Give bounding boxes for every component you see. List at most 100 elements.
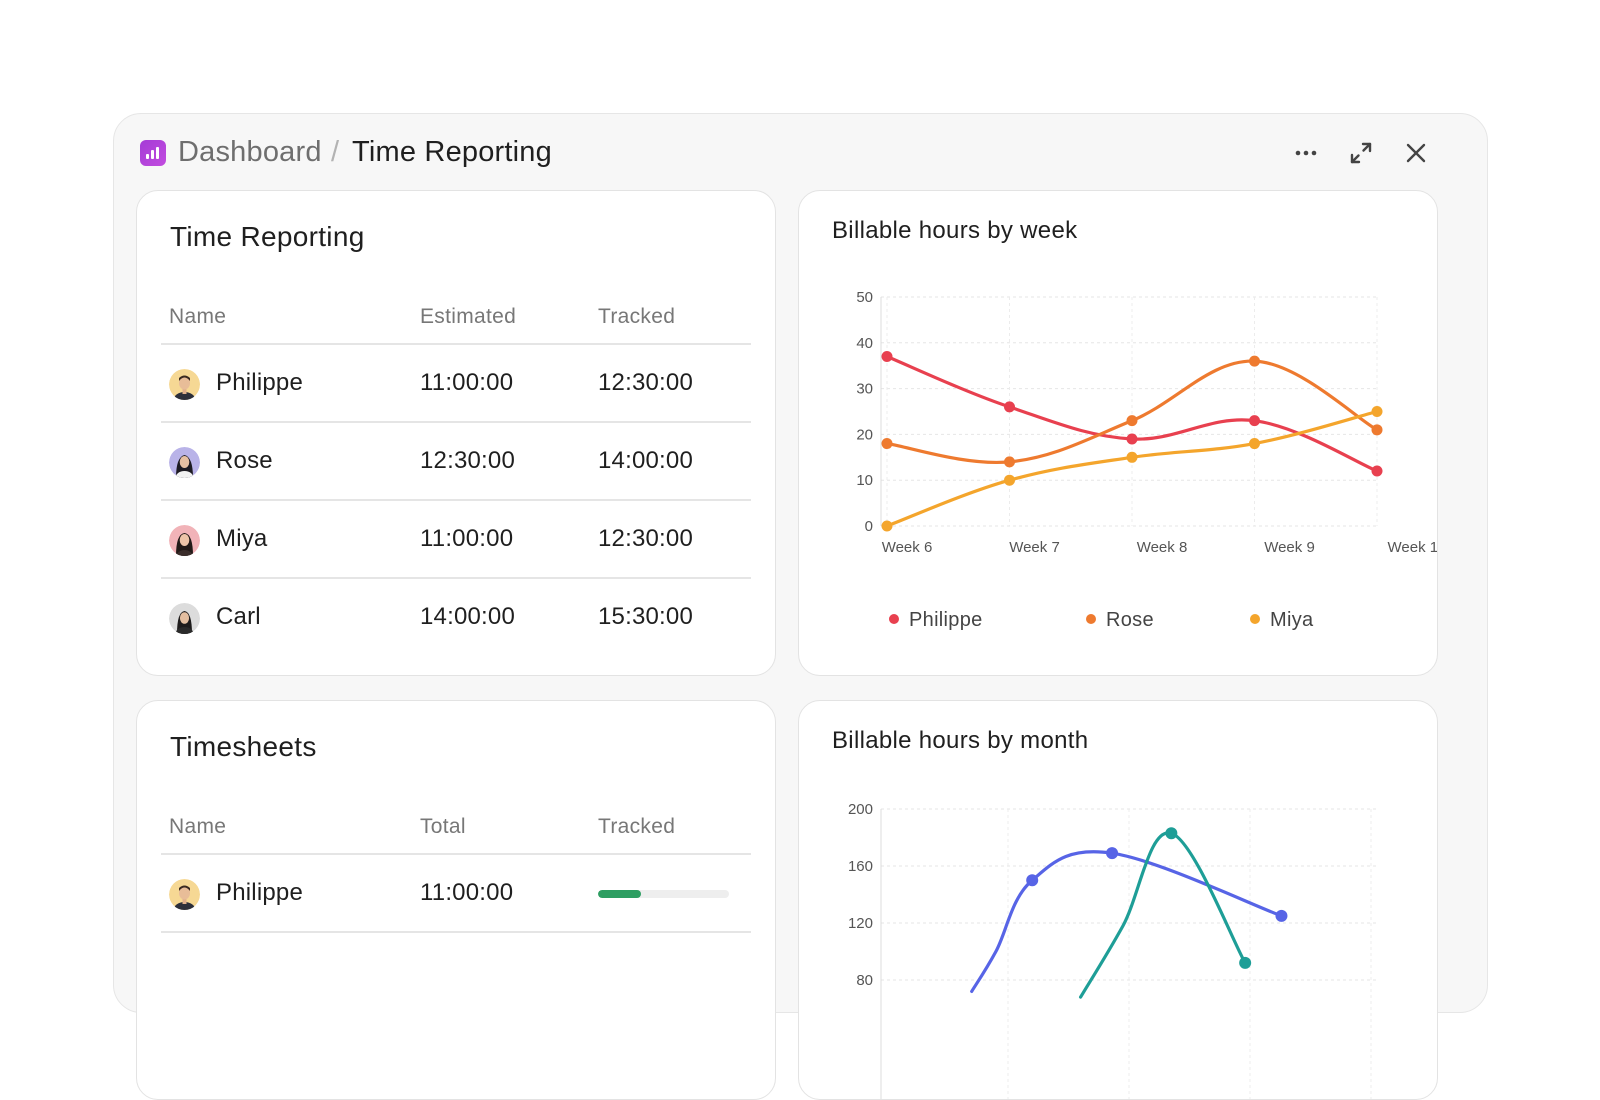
data-point[interactable] xyxy=(1126,433,1138,445)
timesheets-card: Timesheets Name Total Tracked Philippe 1… xyxy=(136,700,776,1100)
breadcrumb-dashboard[interactable]: Dashboard xyxy=(178,136,322,168)
employee-name: Carl xyxy=(216,603,261,630)
data-point[interactable] xyxy=(1026,874,1039,887)
expand-icon[interactable] xyxy=(1344,136,1378,170)
data-point[interactable] xyxy=(881,438,893,450)
table-header: Name Estimated Tracked xyxy=(161,295,751,345)
data-point[interactable] xyxy=(1275,909,1288,922)
data-point[interactable] xyxy=(1004,474,1015,486)
employee-name: Philippe xyxy=(216,879,303,906)
weekly-line-chart: 0 10 20 30 40 50 Week 6 Week 7 Week 8 Week 9 Week … xyxy=(856,289,1438,556)
tracked-time: 15:30:00 xyxy=(598,603,694,630)
tracked-progress-bar xyxy=(598,890,729,898)
x-tick-label: Week 9 xyxy=(1264,539,1315,556)
dashboard-window: Dashboard / Time Reporting Time Reportin… xyxy=(113,113,1488,1100)
avatar xyxy=(169,369,200,400)
data-point[interactable] xyxy=(1106,847,1119,860)
data-point[interactable] xyxy=(1371,424,1383,436)
column-total: Total xyxy=(420,815,466,838)
data-point[interactable] xyxy=(1249,355,1260,367)
data-point[interactable] xyxy=(881,351,893,363)
legend-label: Miya xyxy=(1270,609,1314,631)
data-point[interactable] xyxy=(1126,451,1138,463)
time-reporting-card: Time Reporting Name Estimated Tracked Ph… xyxy=(136,190,776,676)
x-tick-label: Week 8 xyxy=(1137,539,1188,556)
y-tick-label: 0 xyxy=(865,518,873,535)
legend-dot xyxy=(1250,614,1260,624)
avatar xyxy=(169,603,200,634)
series-line-teal xyxy=(1079,831,1247,999)
data-point[interactable] xyxy=(1371,406,1383,417)
breadcrumb-separator: / xyxy=(331,136,340,168)
series-line-blue xyxy=(970,850,1284,993)
y-tick-label: 200 xyxy=(848,801,873,818)
close-icon[interactable] xyxy=(1399,136,1433,170)
data-point[interactable] xyxy=(1249,438,1260,450)
progress-fill xyxy=(598,890,642,898)
avatar xyxy=(169,879,200,910)
legend-dot xyxy=(1086,614,1096,624)
data-point[interactable] xyxy=(881,520,893,532)
chart-title: Billable hours by week xyxy=(832,217,1078,244)
legend-dot xyxy=(889,614,899,624)
bar-chart-icon xyxy=(140,140,166,166)
column-estimated: Estimated xyxy=(420,305,517,328)
employee-name: Rose xyxy=(216,447,273,474)
data-point[interactable] xyxy=(1165,827,1178,840)
chart-title: Billable hours by month xyxy=(832,727,1089,754)
avatar xyxy=(169,447,200,478)
table-row[interactable]: Philippe 11:00:00 12:30:00 xyxy=(161,345,751,423)
tracked-time: 12:30:00 xyxy=(598,525,694,552)
y-tick-label: 120 xyxy=(848,915,873,932)
estimated-time: 12:30:00 xyxy=(420,447,516,474)
table-row[interactable]: Carl 14:00:00 15:30:00 xyxy=(161,579,751,657)
data-point[interactable] xyxy=(1371,465,1383,477)
column-tracked: Tracked xyxy=(598,815,676,838)
data-point[interactable] xyxy=(1004,401,1015,413)
estimated-time: 14:00:00 xyxy=(420,603,516,630)
gridlines xyxy=(881,296,1378,527)
estimated-time: 11:00:00 xyxy=(420,369,514,396)
employee-name: Miya xyxy=(216,525,268,552)
avatar xyxy=(169,525,200,556)
y-tick-label: 80 xyxy=(856,972,873,989)
employee-name: Philippe xyxy=(216,369,303,396)
data-point[interactable] xyxy=(1004,456,1015,468)
legend-item-philippe[interactable]: Philippe xyxy=(889,609,983,632)
y-tick-label: 160 xyxy=(848,858,873,875)
estimated-time: 11:00:00 xyxy=(420,525,514,552)
x-tick-label: Week 6 xyxy=(882,539,933,556)
table-row[interactable]: Rose 12:30:00 14:00:00 xyxy=(161,423,751,501)
table-row[interactable]: Philippe 11:00:00 xyxy=(161,855,751,933)
breadcrumb-current: Time Reporting xyxy=(352,136,552,168)
data-point[interactable] xyxy=(1126,415,1138,427)
column-name: Name xyxy=(169,305,227,328)
tracked-time: 12:30:00 xyxy=(598,369,694,396)
table-row[interactable]: Miya 11:00:00 12:30:00 xyxy=(161,501,751,579)
more-icon[interactable] xyxy=(1289,136,1323,170)
gridlines xyxy=(881,808,1377,1099)
data-point[interactable] xyxy=(1239,956,1252,969)
x-tick-label: Week 10 xyxy=(1388,539,1438,556)
total-time: 11:00:00 xyxy=(420,879,514,906)
column-tracked: Tracked xyxy=(598,305,676,328)
y-tick-label: 20 xyxy=(856,426,873,443)
table-header: Name Total Tracked xyxy=(161,805,751,855)
legend-label: Rose xyxy=(1106,609,1154,631)
tracked-time: 14:00:00 xyxy=(598,447,694,474)
y-tick-label: 40 xyxy=(856,335,873,352)
column-name: Name xyxy=(169,815,227,838)
y-tick-label: 50 xyxy=(856,289,873,306)
monthly-line-chart: 80 120 160 200 xyxy=(848,801,1377,1099)
y-tick-label: 10 xyxy=(856,472,873,489)
title-bar: Dashboard / Time Reporting xyxy=(114,114,1487,192)
legend-label: Philippe xyxy=(909,609,983,631)
legend-item-rose[interactable]: Rose xyxy=(1086,609,1154,632)
y-tick-label: 30 xyxy=(856,381,873,398)
monthly-chart-card: Billable hours by month 80 120 160 200 xyxy=(798,700,1438,1100)
card-title: Timesheets xyxy=(170,731,317,762)
weekly-chart-card: Billable hours by week 0 10 20 30 40 50 Week 6… xyxy=(798,190,1438,676)
x-tick-label: Week 7 xyxy=(1009,539,1060,556)
legend-item-miya[interactable]: Miya xyxy=(1250,609,1313,632)
data-point[interactable] xyxy=(1249,415,1260,427)
